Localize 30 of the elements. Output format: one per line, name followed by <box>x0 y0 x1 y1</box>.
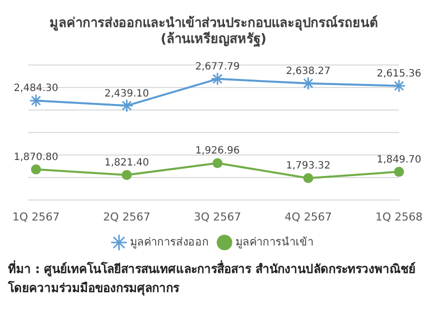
point <box>120 98 134 112</box>
chart-title: มูลค่าการส่งออกและนำเข้าส่วนประกอบและอุปกรณ์รถยนต์ <box>50 15 378 32</box>
data-label: 1,849.70 <box>376 154 422 166</box>
point <box>210 72 224 86</box>
legend-label: มูลค่าการนำเข้า <box>236 235 314 248</box>
data-label: 2,615.36 <box>376 68 422 80</box>
point <box>302 76 315 90</box>
data-label: 1,821.40 <box>104 158 150 169</box>
data-label: 2,439.10 <box>104 88 150 100</box>
x-tick-label: 3Q 2567 <box>194 210 242 224</box>
data-label: 2,677.79 <box>195 62 240 72</box>
point <box>29 94 43 108</box>
x-tick-label: 4Q 2567 <box>284 210 332 224</box>
data-label: 2,638.27 <box>286 66 331 77</box>
chart-subtitle: (ล้านเหรียญสหรัฐ) <box>160 30 266 48</box>
legend-label: มูลค่าการส่งออก <box>130 235 209 248</box>
data-label: 1,793.32 <box>286 160 331 172</box>
point <box>394 166 404 177</box>
x-tick-label: 1Q 2568 <box>375 210 423 224</box>
point <box>31 164 41 174</box>
data-label: 2,484.30 <box>14 83 58 94</box>
text: ที่มา : ศูนย์เทคโนโลยีสารสนเทศและการสื่อสาร สำนักงานปลัดกระทรวงพาณิชย์ โดยความร่วมมือของกรมศุลกากร <box>8 259 416 298</box>
data-label: 1,926.96 <box>195 146 240 157</box>
data-label: 1,870.80 <box>14 152 58 164</box>
x-tick-label: 2Q 2567 <box>103 210 150 224</box>
x-tick-label: 1Q 2567 <box>12 210 60 224</box>
point <box>303 173 314 184</box>
point <box>122 170 132 180</box>
point <box>212 158 222 168</box>
point <box>392 79 406 93</box>
